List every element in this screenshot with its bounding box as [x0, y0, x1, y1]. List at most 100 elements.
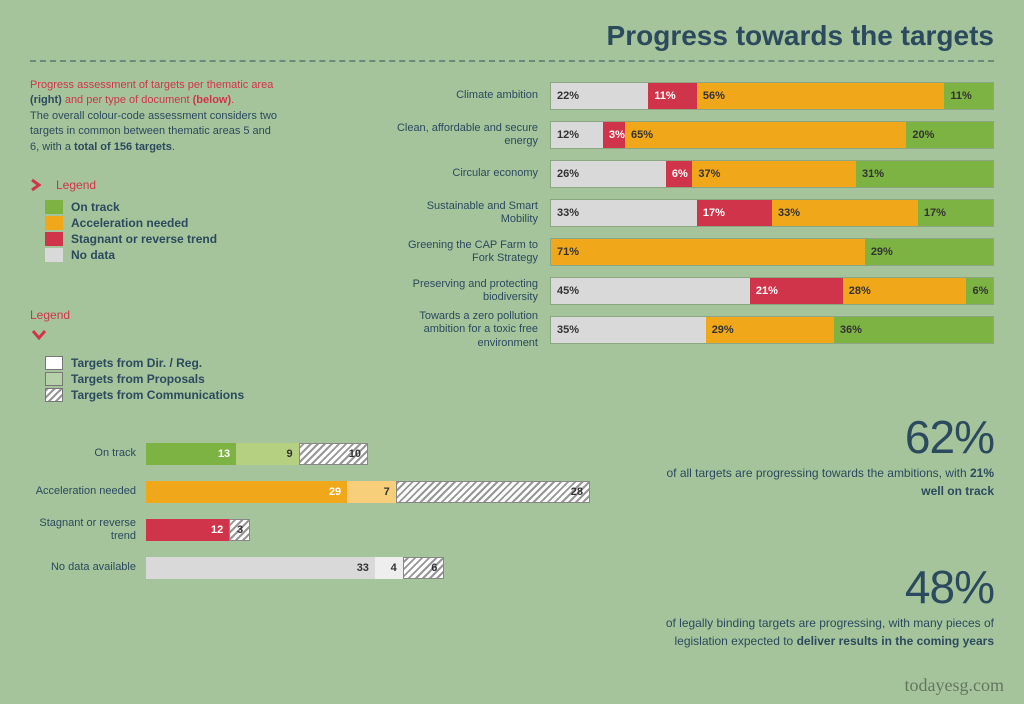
stack-bar: 26%6%37%31%: [550, 160, 994, 188]
doctype-row: No data available3346: [30, 554, 590, 582]
stat-62: 62% of all targets are progressing towar…: [654, 410, 994, 500]
doctype-segment: 13: [146, 443, 236, 465]
stack-row: Preserving and protecting biodiversity45…: [390, 277, 994, 305]
doctype-bar-chart: On track13910 Acceleration needed29728 Sta…: [30, 440, 590, 592]
stat-text-1: of all targets are progressing towards t…: [654, 464, 994, 500]
legend2-header: Legend: [30, 308, 70, 345]
legend-swatch: [45, 232, 63, 246]
doctype-segment: 12: [146, 519, 229, 541]
legend-item: Targets from Proposals: [45, 372, 244, 386]
legend-swatch: [45, 388, 63, 402]
stack-row-label: Towards a zero pollution ambition for a …: [390, 310, 550, 350]
stack-row: Clean, affordable and secure energy12%3%…: [390, 121, 994, 149]
stack-bar: 35%29%36%: [550, 316, 994, 344]
stack-bar: 33%17%33%17%: [550, 199, 994, 227]
stat-num-2: 48%: [654, 560, 994, 614]
legend-swatch: [45, 248, 63, 262]
stack-segment-on_track: 29%: [865, 239, 993, 265]
legend-label: Targets from Proposals: [71, 372, 205, 386]
watermark: todayesg.com: [905, 675, 1004, 696]
stack-bar: 71%29%: [550, 238, 994, 266]
stack-bar: 45%21%28%6%: [550, 277, 994, 305]
doctype-segment: 7: [347, 481, 396, 503]
stack-row: Greening the CAP Farm to Fork Strategy71…: [390, 238, 994, 266]
divider-dashed: [30, 60, 994, 62]
doctype-row: On track13910: [30, 440, 590, 468]
chevron-right-icon: [30, 178, 48, 192]
doctype-segment: 9: [236, 443, 298, 465]
stack-segment-nodata: 35%: [551, 317, 706, 343]
doctype-bar: 13910: [146, 443, 590, 465]
chevron-down-icon: [30, 328, 70, 345]
legend2-title: Legend: [30, 308, 70, 322]
doctype-row-label: On track: [30, 447, 146, 460]
legend1-header: Legend: [30, 178, 96, 192]
stack-segment-stagnant: 17%: [697, 200, 772, 226]
stack-segment-accel: 37%: [692, 161, 856, 187]
doctype-segment: 10: [299, 443, 368, 465]
stat-num-1: 62%: [654, 410, 994, 464]
stack-segment-stagnant: 3%: [603, 122, 625, 148]
intro-mid: and per type of document: [62, 94, 193, 106]
legend-label: Targets from Communications: [71, 388, 244, 402]
intro-text: Progress assessment of targets per thema…: [30, 78, 280, 155]
legend-item: Stagnant or reverse trend: [45, 232, 217, 246]
stack-segment-accel: 71%: [551, 239, 865, 265]
legend-label: No data: [71, 248, 115, 262]
legend2-items: Targets from Dir. / Reg. Targets from Pro…: [45, 356, 244, 404]
stack-segment-on_track: 6%: [966, 278, 993, 304]
stack-row: Circular economy26%6%37%31%: [390, 160, 994, 188]
stack-segment-on_track: 17%: [918, 200, 993, 226]
stack-segment-stagnant: 6%: [666, 161, 693, 187]
legend-swatch: [45, 372, 63, 386]
doctype-row: Stagnant or reverse trend123: [30, 516, 590, 544]
stack-segment-nodata: 22%: [551, 83, 648, 109]
doctype-bar: 29728: [146, 481, 590, 503]
stat-48: 48% of legally binding targets are progr…: [654, 560, 994, 650]
stack-segment-on_track: 11%: [944, 83, 993, 109]
doctype-segment: 6: [403, 557, 445, 579]
stack-segment-stagnant: 21%: [750, 278, 843, 304]
stack-segment-stagnant: 11%: [648, 83, 697, 109]
stack-row: Climate ambition22%11%56%11%: [390, 82, 994, 110]
doctype-row-label: No data available: [30, 561, 146, 574]
stack-segment-nodata: 45%: [551, 278, 750, 304]
legend-swatch: [45, 200, 63, 214]
stack-segment-accel: 56%: [697, 83, 945, 109]
stack-segment-accel: 28%: [843, 278, 967, 304]
stack-row-label: Greening the CAP Farm to Fork Strategy: [390, 239, 550, 265]
legend-swatch: [45, 356, 63, 370]
doctype-row: Acceleration needed29728: [30, 478, 590, 506]
legend-label: On track: [71, 200, 120, 214]
legend-item: Targets from Dir. / Reg.: [45, 356, 244, 370]
thematic-stack-chart: Climate ambition22%11%56%11% Clean, affor…: [390, 82, 994, 355]
stack-segment-nodata: 33%: [551, 200, 697, 226]
intro-red: Progress assessment of targets per thema…: [30, 79, 273, 91]
stack-row-label: Circular economy: [390, 167, 550, 180]
stack-segment-on_track: 36%: [834, 317, 993, 343]
doctype-segment: 28: [396, 481, 590, 503]
legend-item: Acceleration needed: [45, 216, 217, 230]
intro-line2-end: .: [172, 141, 175, 153]
doctype-row-label: Stagnant or reverse trend: [30, 517, 146, 543]
stack-bar: 12%3%65%20%: [550, 121, 994, 149]
legend1-items: On track Acceleration needed Stagnant or r…: [45, 200, 217, 264]
stack-row-label: Preserving and protecting biodiversity: [390, 278, 550, 304]
stack-segment-accel: 33%: [772, 200, 918, 226]
stack-segment-accel: 65%: [625, 122, 906, 148]
stack-bar: 22%11%56%11%: [550, 82, 994, 110]
intro-bold1: (right): [30, 94, 62, 106]
doctype-segment: 33: [146, 557, 375, 579]
stack-segment-on_track: 31%: [856, 161, 993, 187]
doctype-bar: 3346: [146, 557, 590, 579]
stack-segment-nodata: 26%: [551, 161, 666, 187]
doctype-segment: 4: [375, 557, 403, 579]
stack-segment-nodata: 12%: [551, 122, 603, 148]
stack-row-label: Clean, affordable and secure energy: [390, 122, 550, 148]
doctype-segment: 29: [146, 481, 347, 503]
legend-label: Targets from Dir. / Reg.: [71, 356, 202, 370]
stack-row: Sustainable and Smart Mobility33%17%33%1…: [390, 199, 994, 227]
legend-item: On track: [45, 200, 217, 214]
stack-segment-on_track: 20%: [906, 122, 993, 148]
legend-item: Targets from Communications: [45, 388, 244, 402]
